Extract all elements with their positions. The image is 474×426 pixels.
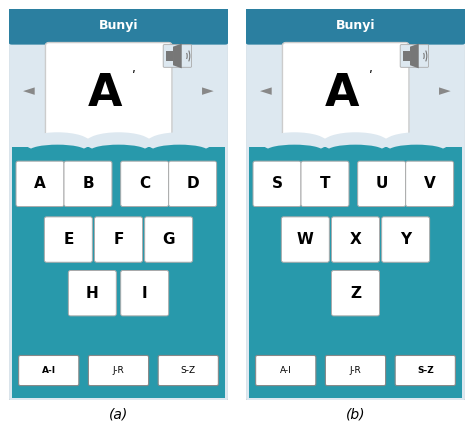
- FancyBboxPatch shape: [16, 161, 64, 207]
- Bar: [249, 147, 462, 398]
- FancyBboxPatch shape: [64, 161, 112, 207]
- Ellipse shape: [266, 145, 323, 157]
- Text: ◄: ◄: [260, 83, 272, 98]
- Text: F: F: [113, 232, 124, 247]
- Text: Y: Y: [400, 232, 411, 247]
- Text: S-Z: S-Z: [181, 366, 196, 375]
- Text: A: A: [88, 72, 123, 115]
- Text: S-Z: S-Z: [417, 366, 434, 375]
- FancyBboxPatch shape: [331, 217, 380, 262]
- Bar: [12, 147, 225, 398]
- Text: Bunyi: Bunyi: [336, 18, 375, 32]
- Ellipse shape: [323, 132, 388, 153]
- Bar: [166, 51, 173, 61]
- Text: E: E: [63, 232, 73, 247]
- Ellipse shape: [147, 132, 212, 153]
- Bar: [12, 9, 225, 41]
- FancyBboxPatch shape: [326, 355, 385, 386]
- FancyBboxPatch shape: [163, 45, 191, 67]
- FancyBboxPatch shape: [145, 217, 192, 262]
- Ellipse shape: [388, 145, 445, 157]
- Ellipse shape: [90, 145, 147, 157]
- FancyBboxPatch shape: [282, 217, 329, 262]
- FancyBboxPatch shape: [121, 271, 169, 316]
- FancyBboxPatch shape: [400, 45, 428, 67]
- Ellipse shape: [151, 145, 208, 157]
- FancyBboxPatch shape: [246, 6, 465, 45]
- FancyBboxPatch shape: [68, 271, 116, 316]
- Text: A-I: A-I: [280, 366, 292, 375]
- FancyBboxPatch shape: [94, 217, 143, 262]
- Text: J-R: J-R: [113, 366, 124, 375]
- FancyBboxPatch shape: [169, 161, 217, 207]
- Text: (a): (a): [109, 408, 128, 422]
- Ellipse shape: [384, 132, 449, 153]
- FancyBboxPatch shape: [301, 161, 349, 207]
- FancyBboxPatch shape: [358, 161, 406, 207]
- Text: C: C: [139, 176, 150, 191]
- Ellipse shape: [29, 145, 86, 157]
- Text: I: I: [142, 286, 147, 301]
- FancyBboxPatch shape: [246, 8, 465, 401]
- Text: A: A: [325, 72, 360, 115]
- Text: ◄: ◄: [23, 83, 35, 98]
- Text: V: V: [424, 176, 436, 191]
- FancyBboxPatch shape: [121, 161, 169, 207]
- Text: A-I: A-I: [42, 366, 56, 375]
- Ellipse shape: [25, 132, 90, 153]
- FancyBboxPatch shape: [382, 217, 429, 262]
- Polygon shape: [173, 43, 182, 68]
- FancyBboxPatch shape: [18, 355, 79, 386]
- Text: W: W: [297, 232, 314, 247]
- FancyBboxPatch shape: [45, 217, 92, 262]
- FancyBboxPatch shape: [331, 271, 380, 316]
- FancyBboxPatch shape: [253, 161, 301, 207]
- Text: B: B: [82, 176, 94, 191]
- Ellipse shape: [327, 145, 384, 157]
- FancyBboxPatch shape: [9, 8, 228, 401]
- Text: G: G: [163, 232, 175, 247]
- Ellipse shape: [262, 132, 327, 153]
- FancyBboxPatch shape: [46, 43, 172, 139]
- FancyBboxPatch shape: [89, 355, 148, 386]
- Bar: [403, 51, 410, 61]
- Text: U: U: [375, 176, 388, 191]
- Text: S: S: [272, 176, 283, 191]
- Text: D: D: [186, 176, 199, 191]
- FancyBboxPatch shape: [158, 355, 219, 386]
- Text: T: T: [320, 176, 330, 191]
- Text: A: A: [34, 176, 46, 191]
- Text: Z: Z: [350, 286, 361, 301]
- Text: X: X: [350, 232, 361, 247]
- Text: H: H: [86, 286, 99, 301]
- Text: (b): (b): [346, 408, 365, 422]
- FancyBboxPatch shape: [9, 6, 228, 45]
- FancyBboxPatch shape: [395, 355, 456, 386]
- Text: ►: ►: [439, 83, 451, 98]
- FancyBboxPatch shape: [283, 43, 409, 139]
- Polygon shape: [410, 43, 419, 68]
- Text: Bunyi: Bunyi: [99, 18, 138, 32]
- Text: ►: ►: [202, 83, 214, 98]
- FancyBboxPatch shape: [406, 161, 454, 207]
- Ellipse shape: [86, 132, 151, 153]
- Bar: [249, 9, 462, 41]
- Text: J-R: J-R: [350, 366, 361, 375]
- Text: ʹ: ʹ: [369, 69, 373, 83]
- Text: ʹ: ʹ: [132, 69, 136, 83]
- FancyBboxPatch shape: [255, 355, 316, 386]
